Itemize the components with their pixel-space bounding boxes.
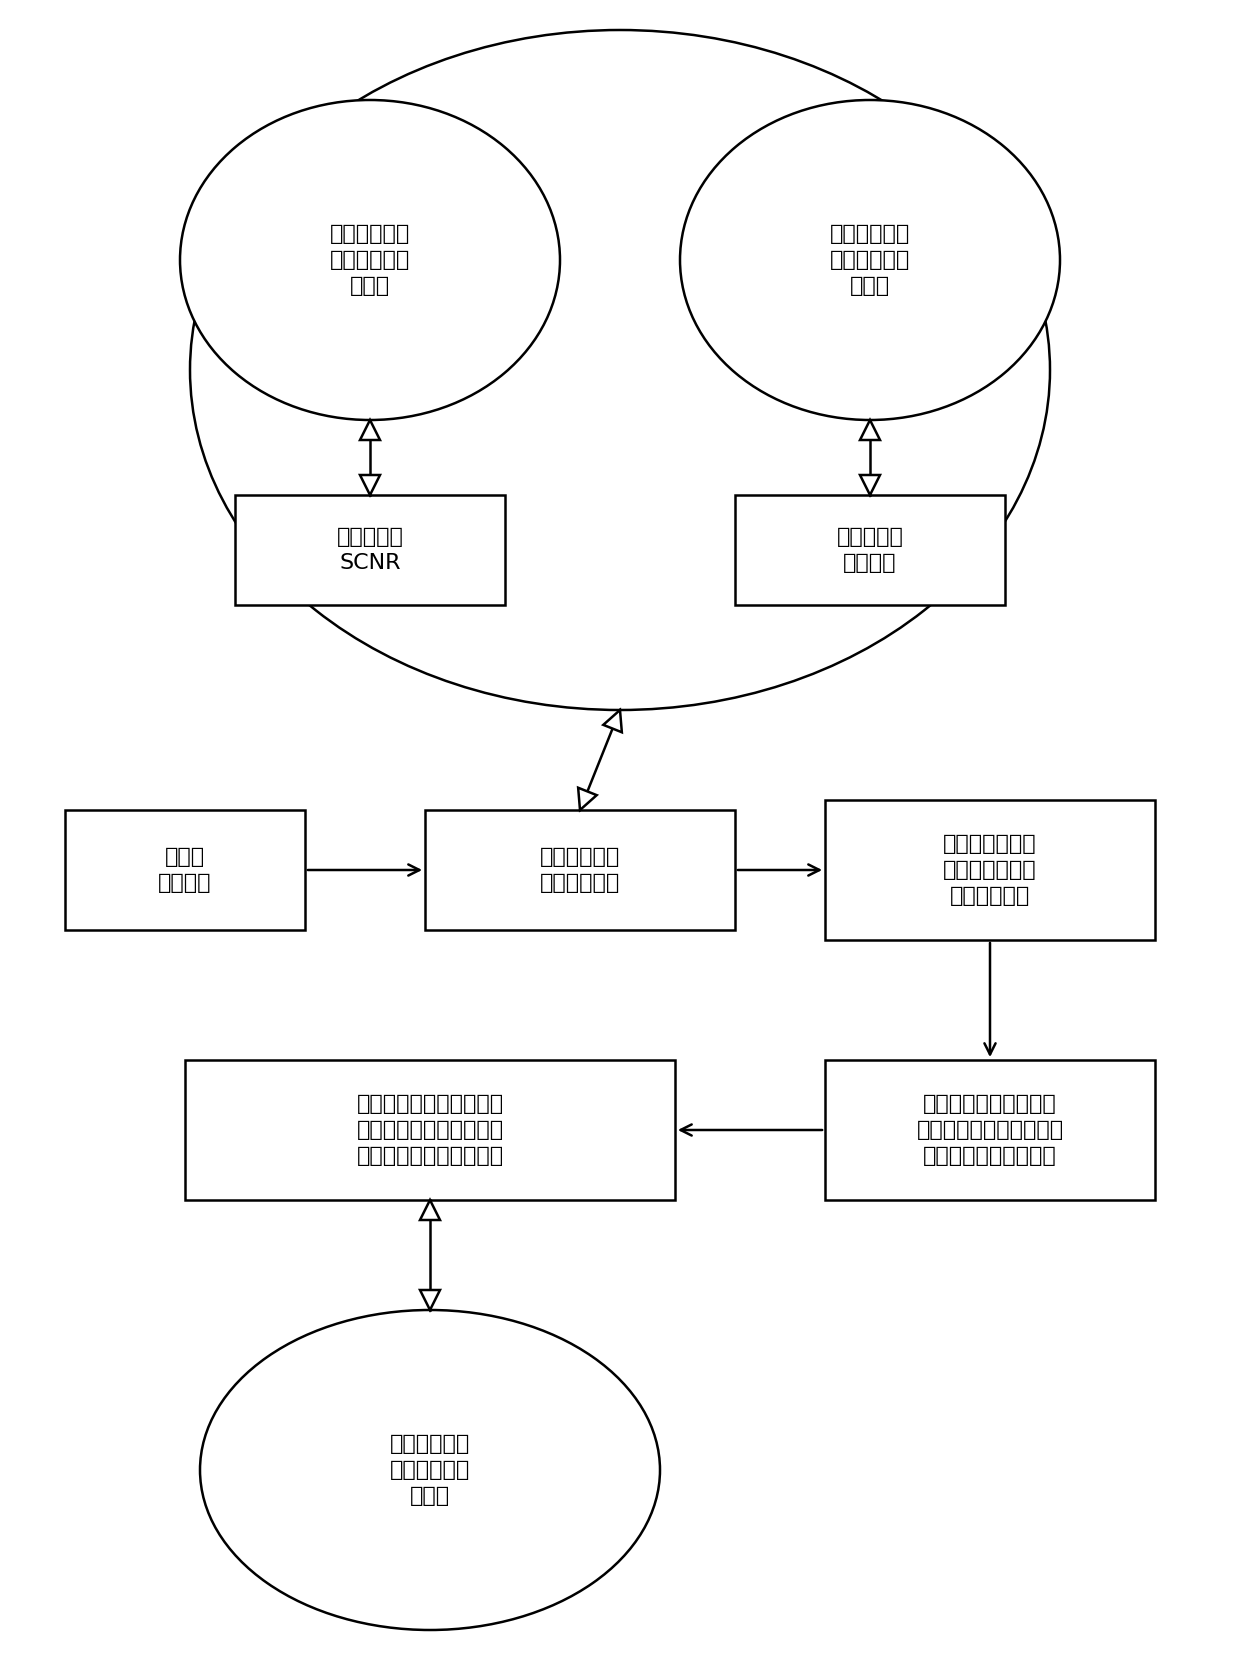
Text: 求解无约束优化问题，
得到基于联合最优准则的
最优发射波形的表达式: 求解无约束优化问题， 得到基于联合最优准则的 最优发射波形的表达式 (916, 1094, 1064, 1166)
Polygon shape (578, 788, 596, 810)
Polygon shape (360, 421, 379, 441)
Polygon shape (604, 711, 621, 732)
Text: 杂波噪声抑制
性能好，分辨
性能好: 杂波噪声抑制 性能好，分辨 性能好 (389, 1433, 470, 1507)
Ellipse shape (200, 1311, 660, 1631)
Bar (425, 810, 735, 930)
Bar (64, 810, 305, 930)
Text: 最大化回波
SCNR: 最大化回波 SCNR (336, 526, 403, 573)
Bar (236, 494, 505, 605)
Bar (735, 494, 1004, 605)
Text: 根据能量约束条件，求解
基于联合最优准则的最优
发射波形的拉格朗日乘子: 根据能量约束条件，求解 基于联合最优准则的最优 发射波形的拉格朗日乘子 (356, 1094, 503, 1166)
Text: 将有约束的优化
问题转换为无约
束的优化问题: 将有约束的优化 问题转换为无约 束的优化问题 (944, 833, 1037, 907)
Ellipse shape (180, 101, 560, 421)
Polygon shape (420, 1200, 440, 1220)
Ellipse shape (190, 30, 1050, 711)
Bar (825, 1059, 1154, 1200)
Text: 构建联合最优
准则目标函数: 构建联合最优 准则目标函数 (539, 846, 620, 893)
Text: 杂波噪声抑制
性能差，分辨
性能好: 杂波噪声抑制 性能差，分辨 性能好 (830, 223, 910, 297)
Polygon shape (861, 421, 880, 441)
Text: 最小化时延
分辨常数: 最小化时延 分辨常数 (837, 526, 904, 573)
Polygon shape (360, 474, 379, 494)
Polygon shape (861, 474, 880, 494)
Bar (825, 799, 1154, 940)
Text: 杂波噪声抑制
性能好，分辨
性能差: 杂波噪声抑制 性能好，分辨 性能差 (330, 223, 410, 297)
Ellipse shape (680, 101, 1060, 421)
Polygon shape (420, 1291, 440, 1311)
Text: 初始化
系统参数: 初始化 系统参数 (159, 846, 212, 893)
Bar (185, 1059, 675, 1200)
